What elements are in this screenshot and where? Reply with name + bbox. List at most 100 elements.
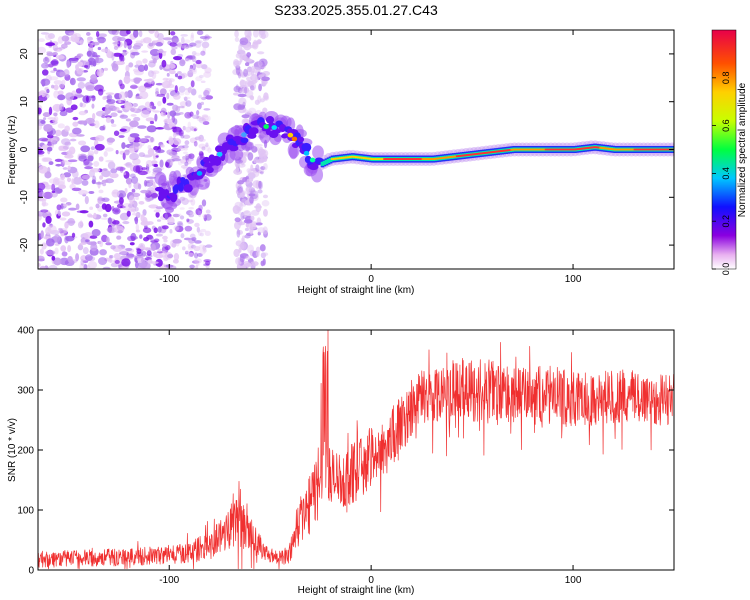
band-core (359, 156, 363, 159)
noise-blob (238, 43, 243, 53)
band-core (603, 147, 607, 150)
noise-blob (246, 168, 252, 173)
noise-blob (182, 144, 189, 149)
band-core (413, 158, 418, 160)
x-tick-label: -100 (159, 575, 179, 586)
noise-blob (119, 166, 124, 173)
band-core (431, 158, 436, 160)
noise-blob (198, 134, 204, 142)
noise-blob (193, 140, 198, 147)
noise-blob (153, 146, 159, 151)
noise-blob (93, 161, 100, 167)
band-core (526, 148, 531, 151)
noise-blob (65, 92, 75, 101)
noise-blob (203, 91, 207, 99)
noise-blob (121, 266, 126, 269)
noise-blob (40, 120, 46, 124)
band-core (607, 147, 611, 150)
noise-blob (260, 260, 265, 267)
noise-blob (38, 262, 41, 267)
ridge-halo (312, 145, 324, 160)
noise-blob (256, 51, 265, 55)
noise-blob (117, 110, 123, 114)
noise-blob (196, 226, 201, 233)
noise-blob (174, 225, 184, 233)
noise-blob (59, 145, 69, 151)
noise-blob (190, 80, 195, 88)
x-tick-label: 100 (565, 575, 582, 586)
noise-blob (52, 44, 59, 51)
band-core (639, 148, 644, 151)
noise-blob (130, 107, 135, 112)
noise-blob (84, 166, 94, 170)
noise-blob (131, 176, 139, 184)
noise-blob (188, 207, 194, 210)
noise-blob (107, 217, 113, 225)
noise-blob (38, 95, 48, 102)
noise-blob (137, 64, 146, 72)
noise-blob (123, 41, 128, 49)
noise-blob (115, 149, 119, 155)
band-core (361, 156, 365, 159)
noise-blob (69, 138, 77, 142)
noise-blob (196, 262, 200, 266)
noise-blob (250, 70, 255, 76)
noise-blob (202, 248, 207, 253)
noise-blob (71, 232, 76, 238)
noise-blob (79, 242, 87, 246)
noise-blob (117, 40, 121, 47)
noise-blob (247, 110, 253, 116)
noise-blob (178, 105, 185, 109)
noise-blob (179, 207, 185, 210)
noise-blob (180, 233, 185, 239)
noise-blob (190, 32, 194, 39)
band-core (478, 152, 482, 155)
band-core (439, 157, 444, 160)
noise-blob (38, 233, 42, 241)
band-core (415, 158, 420, 160)
band-core (419, 158, 424, 160)
band-core (367, 157, 371, 160)
band-core (583, 147, 587, 150)
noise-blob (133, 42, 144, 48)
ridge-core (202, 156, 210, 163)
noise-blob (263, 208, 268, 217)
band-core (633, 148, 638, 151)
noise-blob (198, 244, 206, 249)
noise-blob (45, 182, 49, 188)
noise-blob (190, 34, 195, 42)
noise-blob (168, 121, 174, 129)
noise-blob (118, 91, 126, 100)
noise-blob (250, 215, 255, 221)
noise-blob (187, 112, 193, 118)
noise-blob (68, 32, 78, 36)
noise-blob (180, 164, 188, 169)
noise-blob (155, 155, 159, 158)
noise-blob (129, 120, 139, 128)
noise-blob (171, 38, 180, 43)
noise-blob (45, 215, 52, 224)
band-core (401, 158, 406, 160)
noise-blob (46, 146, 53, 152)
noise-blob (99, 249, 107, 256)
noise-blob (118, 135, 125, 138)
noise-blob (235, 66, 241, 75)
noise-blob (262, 107, 268, 114)
noise-blob (107, 30, 118, 35)
ridge-core (177, 182, 184, 192)
noise-blob (87, 150, 95, 156)
noise-blob (177, 222, 184, 228)
noise-blob (105, 92, 115, 96)
noise-blob (138, 30, 143, 38)
noise-blob (53, 80, 63, 85)
noise-blob (122, 152, 126, 160)
noise-blob (153, 209, 161, 213)
colorbar-tick-label: 0.6 (721, 119, 731, 132)
band-core (678, 149, 682, 151)
ridge-core (206, 166, 214, 174)
noise-blob (189, 233, 196, 239)
noise-blob (71, 178, 75, 185)
noise-blob (141, 50, 149, 53)
band-core (665, 148, 670, 151)
noise-blob (239, 187, 243, 195)
